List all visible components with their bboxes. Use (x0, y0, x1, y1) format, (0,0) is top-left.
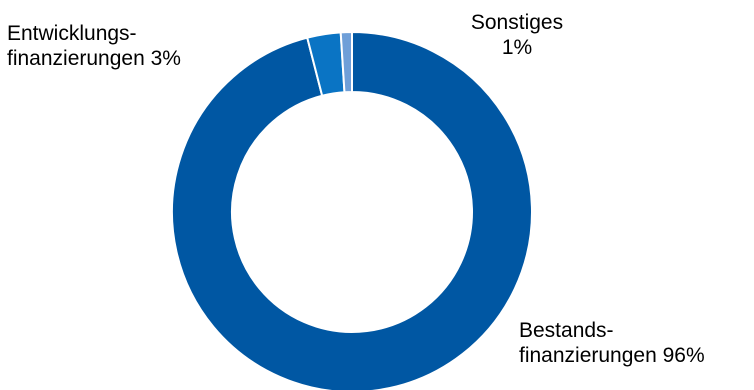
label-sonstiges-line1: Sonstiges (458, 10, 576, 35)
label-entwicklungsfinanzierungen-line2: finanzierungen 3% (7, 46, 181, 71)
label-bestandsfinanzierungen: Bestands- finanzierungen 96% (519, 318, 705, 368)
label-sonstiges-line2: 1% (458, 35, 576, 60)
label-entwicklungsfinanzierungen: Entwicklungs- finanzierungen 3% (7, 21, 181, 71)
label-bestandsfinanzierungen-line2: finanzierungen 96% (519, 343, 705, 368)
label-bestandsfinanzierungen-line1: Bestands- (519, 318, 705, 343)
label-sonstiges: Sonstiges 1% (458, 10, 576, 60)
label-entwicklungsfinanzierungen-line1: Entwicklungs- (7, 21, 181, 46)
